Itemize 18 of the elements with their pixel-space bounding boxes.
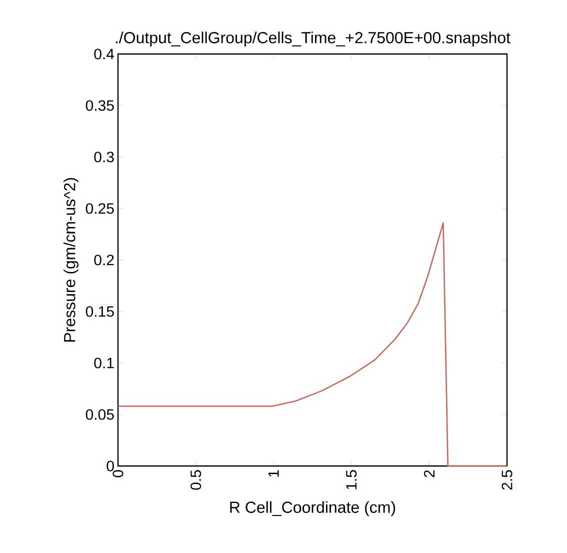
y-axis-title: Pressure (gm/cm-us^2): [64, 178, 78, 342]
y-tick-label: 0.2: [94, 254, 114, 266]
y-tick-label: 0.15: [86, 306, 114, 317]
y-tick-label: 0.4: [94, 48, 114, 60]
y-tick-label: 0.1: [94, 358, 114, 368]
y-tick-label: 0.3: [94, 152, 114, 162]
x-tick-label: 2: [424, 470, 434, 478]
y-tick-label: 0.35: [86, 100, 114, 111]
x-tick-label: 1.5: [346, 470, 357, 490]
y-tick-label: 0.05: [86, 409, 114, 420]
x-axis-title: R Cell_Coordinate (cm): [230, 501, 396, 516]
y-tick-label: 0.25: [86, 203, 114, 214]
x-tick-label: 2.5: [502, 470, 512, 490]
x-tick-label: 0.5: [190, 470, 202, 490]
x-tick-label: 0: [112, 470, 124, 478]
chart-title: ./Output_CellGroup/Cells_Time_+2.7500E+00.snapshot: [116, 32, 510, 47]
x-tick-label: 1: [268, 470, 279, 477]
line-series: [117, 222, 508, 467]
